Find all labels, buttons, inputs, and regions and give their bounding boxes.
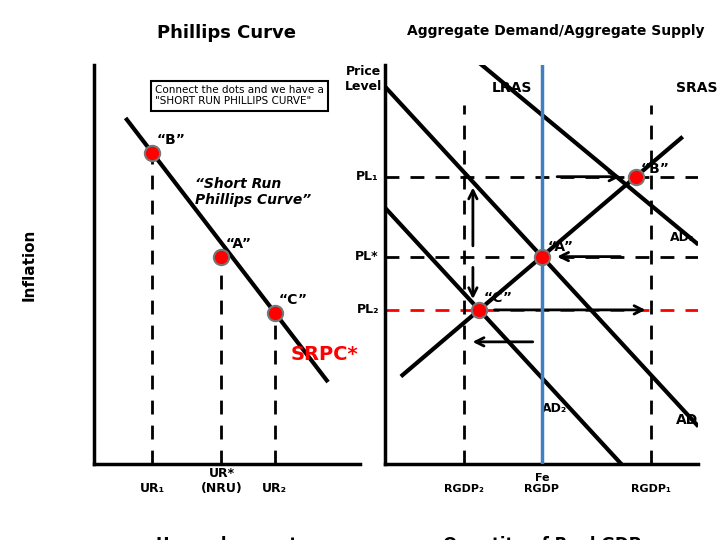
Text: “Short Run
Phillips Curve”: “Short Run Phillips Curve”: [195, 177, 311, 207]
Text: Aggregate Demand/Aggregate Supply: Aggregate Demand/Aggregate Supply: [408, 24, 705, 38]
Text: LRAS: LRAS: [492, 81, 532, 95]
Text: PL₁: PL₁: [356, 170, 379, 183]
Text: “C”: “C”: [279, 293, 307, 307]
Text: Unemployment: Unemployment: [156, 536, 298, 540]
Text: Fe
RGDP: Fe RGDP: [524, 473, 559, 495]
Text: UR₁: UR₁: [140, 482, 165, 495]
Text: SRPC*: SRPC*: [291, 345, 359, 363]
Text: AD₁: AD₁: [670, 231, 696, 244]
Text: Price
Level: Price Level: [345, 65, 382, 93]
Text: RGDP₁: RGDP₁: [631, 484, 671, 495]
Text: “B”: “B”: [641, 161, 670, 176]
Text: Connect the dots and we have a
"SHORT RUN PHILLIPS CURVE": Connect the dots and we have a "SHORT RU…: [155, 85, 324, 106]
Text: Quantity of Real GDP: Quantity of Real GDP: [443, 536, 641, 540]
Text: “C”: “C”: [484, 291, 513, 305]
Text: AD: AD: [676, 413, 698, 427]
Text: PL*: PL*: [355, 250, 379, 263]
Text: RGDP₂: RGDP₂: [444, 484, 483, 495]
Text: Inflation: Inflation: [22, 228, 36, 301]
Text: SRAS: SRAS: [677, 81, 718, 95]
Text: “A”: “A”: [225, 237, 251, 251]
Text: Phillips Curve: Phillips Curve: [157, 24, 297, 42]
Text: PL₂: PL₂: [356, 303, 379, 316]
Text: UR*
(NRU): UR* (NRU): [201, 468, 243, 495]
Text: “A”: “A”: [548, 240, 574, 254]
Text: UR₂: UR₂: [262, 482, 287, 495]
Text: “B”: “B”: [156, 133, 185, 147]
Text: AD₂: AD₂: [541, 402, 567, 415]
